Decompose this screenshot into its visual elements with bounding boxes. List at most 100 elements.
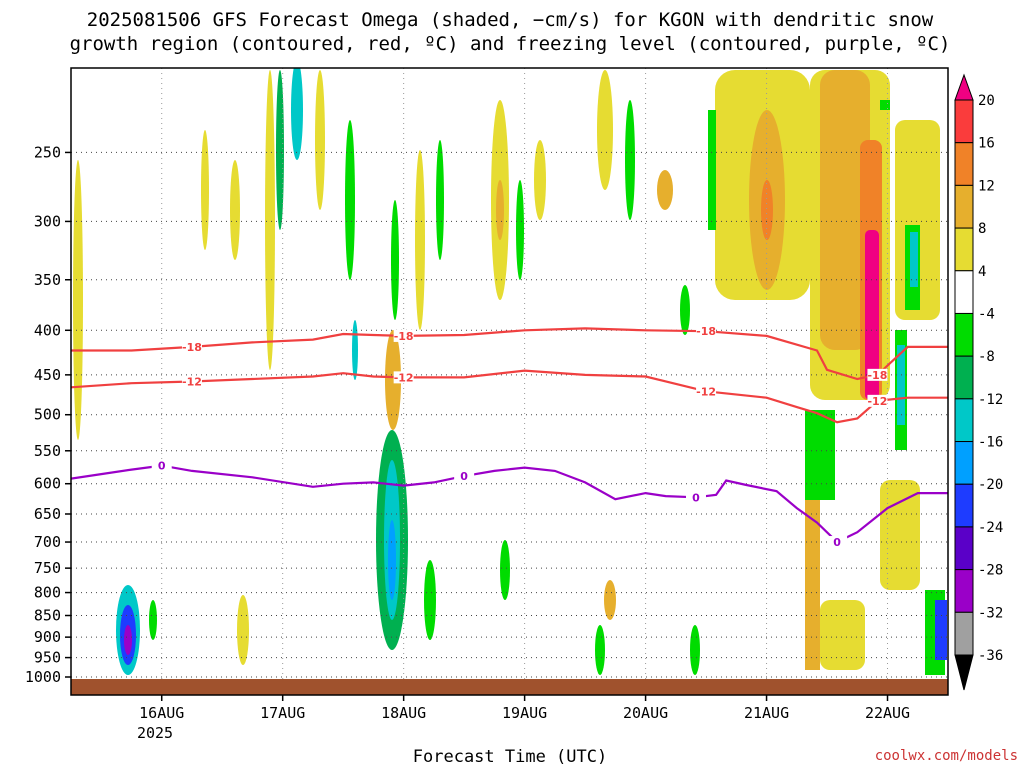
y-tick-label: 600 [34, 475, 61, 493]
colorbar-segment [954, 312, 974, 357]
colorbar: 20 16 12 8 4 -4 -8 -12 -16 -20 -24 -28 -32 -36 [954, 73, 1003, 691]
x-tick-label: 16AUG [139, 704, 184, 722]
omega-cell [237, 595, 249, 665]
omega-cell [315, 70, 325, 210]
contour-label-bg [696, 325, 717, 338]
colorbar-label: -12 [978, 392, 1003, 408]
omega-cell [910, 232, 918, 287]
omega-cell [597, 70, 613, 190]
colorbar-segment [954, 227, 974, 272]
contour-label-bg [181, 340, 202, 353]
colorbar-segment [954, 184, 974, 229]
y-tick-label: 750 [34, 559, 61, 577]
contour-line [71, 369, 948, 424]
y-tick-label: 250 [34, 143, 61, 161]
x-tick-label: 22AUG [865, 704, 910, 722]
omega-cell [805, 500, 820, 670]
colorbar-label: -16 [978, 435, 1003, 451]
omega-cell [388, 520, 396, 600]
omega-cell [496, 180, 504, 240]
contours: -18 -18 -18 -18 -12 -12 -12 -12 0 0 0 0 [71, 325, 948, 549]
x-axis-label: Forecast Time (UTC) [413, 747, 607, 767]
colorbar-segment [954, 142, 974, 186]
colorbar-segment [954, 569, 974, 613]
x-tick-label: 20AUG [623, 704, 668, 722]
omega-cell [424, 560, 436, 640]
chart-title-line-2: growth region (contoured, red, ºC) and f… [70, 33, 951, 55]
omega-cell [897, 345, 905, 425]
omega-cell [73, 160, 83, 440]
contour-label-bg [393, 371, 414, 384]
contour-label-bg [827, 536, 848, 549]
y-tick-label: 850 [34, 607, 61, 625]
omega-cell [436, 140, 444, 260]
ground-strip [71, 679, 948, 695]
colorbar-segment [954, 398, 974, 443]
year-label: 2025 [137, 724, 173, 742]
colorbar-segment [954, 611, 974, 656]
y-axis: 250 300 350 400 450 500 550 600 650 700 750 800 850 9… [25, 143, 71, 686]
omega-cell [820, 70, 870, 350]
omega-cell [880, 480, 920, 590]
contour-label: -12 [182, 376, 202, 389]
omega-cell [680, 285, 690, 335]
x-tick-label: 21AUG [744, 704, 789, 722]
colorbar-arrow-top [954, 73, 974, 101]
omega-cell [820, 600, 865, 670]
colorbar-label: -36 [978, 648, 1003, 664]
y-tick-label: 800 [34, 584, 61, 602]
y-tick-label: 500 [34, 406, 61, 424]
y-tick-label: 350 [34, 271, 61, 289]
contour-label-bg [867, 368, 888, 381]
y-tick-label: 700 [34, 533, 61, 551]
colorbar-segment [954, 270, 974, 314]
x-tick-label: 17AUG [260, 704, 305, 722]
omega-cell [500, 540, 510, 600]
y-tick-label: 650 [34, 505, 61, 523]
contour-label: -12 [867, 395, 887, 408]
omega-cell [352, 320, 358, 380]
omega-cell [761, 180, 773, 240]
colorbar-label: -20 [978, 477, 1003, 493]
contour-label: -18 [867, 369, 887, 382]
omega-shading [73, 68, 947, 675]
contour-label: 0 [158, 460, 166, 473]
omega-cell [604, 580, 616, 620]
omega-cell [516, 180, 524, 280]
omega-cell [124, 625, 132, 655]
colorbar-segment [954, 99, 974, 144]
y-tick-label: 450 [34, 366, 61, 384]
y-tick-label: 950 [34, 649, 61, 667]
colorbar-label: -4 [978, 306, 995, 322]
omega-cell [265, 70, 275, 370]
colorbar-segment [954, 355, 974, 400]
x-axis: 16AUG 17AUG 18AUG 19AUG 20AUG 21AUG 22AUG [139, 695, 910, 722]
colorbar-label: 12 [978, 178, 995, 194]
chart-title-line-1: 2025081506 GFS Forecast Omega (shaded, −… [87, 9, 934, 31]
y-tick-label: 300 [34, 212, 61, 230]
omega-cell [595, 625, 605, 675]
colorbar-label: 4 [978, 264, 986, 280]
omega-cell [385, 330, 401, 430]
plot-area: -18 -18 -18 -18 -12 -12 -12 -12 0 0 0 0 [71, 68, 948, 695]
contour-label: -12 [394, 371, 414, 384]
omega-cell [935, 600, 947, 660]
colorbar-label: -8 [978, 349, 995, 365]
colorbar-label: -28 [978, 563, 1003, 579]
omega-cell [805, 410, 835, 500]
omega-cell [690, 625, 700, 675]
colorbar-segment [954, 483, 974, 528]
contour-label-bg [696, 385, 717, 398]
y-tick-label: 900 [34, 628, 61, 646]
y-tick-label: 550 [34, 442, 61, 460]
x-tick-label: 18AUG [381, 704, 426, 722]
omega-cell [149, 600, 157, 640]
credit-text: coolwx.com/models [875, 748, 1018, 764]
contour-label: 0 [460, 470, 468, 483]
omega-cell [201, 130, 209, 250]
omega-cell [865, 230, 879, 400]
contour-label-bg [181, 375, 202, 388]
omega-cell [625, 100, 635, 220]
omega-cell [880, 100, 890, 110]
